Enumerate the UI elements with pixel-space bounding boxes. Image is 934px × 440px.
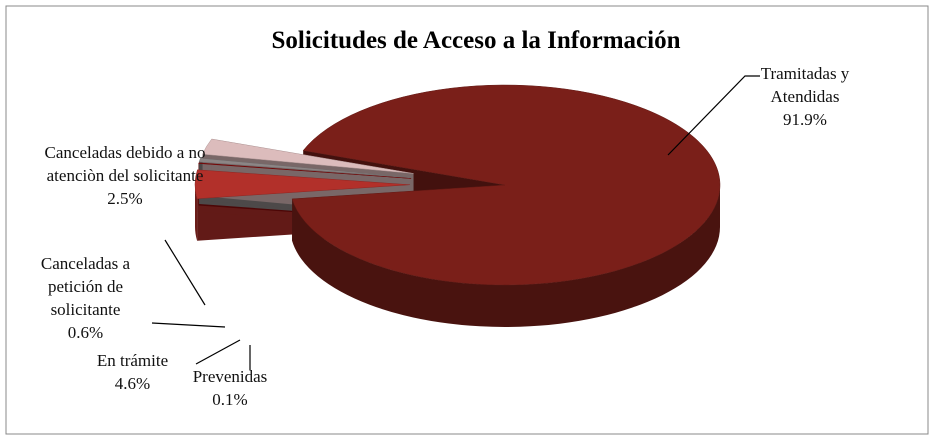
leader-line bbox=[667, 75, 760, 156]
label-name: Canceladas debido a no atenciòn del soli… bbox=[44, 143, 206, 185]
slice-side bbox=[195, 184, 198, 241]
label-name: Prevenidas bbox=[192, 367, 268, 386]
label-name: Tramitadas y Atendidas bbox=[760, 64, 850, 106]
leader-line bbox=[164, 239, 206, 306]
slice bbox=[291, 84, 721, 286]
label-value: 91.9% bbox=[783, 110, 827, 129]
pie bbox=[194, 84, 721, 327]
label-value: 4.6% bbox=[114, 374, 151, 393]
slice-label: Canceladas debido a no atenciòn del soli… bbox=[40, 141, 210, 210]
leader-line bbox=[195, 339, 241, 365]
label-name: En trámite bbox=[96, 351, 169, 370]
slice-side bbox=[292, 185, 720, 327]
slice bbox=[194, 169, 411, 199]
label-value: 0.6% bbox=[67, 323, 104, 342]
label-value: 0.1% bbox=[212, 390, 248, 409]
slice-label: Canceladas a petición de solicitante 0.6% bbox=[18, 252, 153, 344]
slice bbox=[198, 162, 412, 179]
chart-title: Solicitudes de Acceso a la Información bbox=[271, 27, 680, 54]
leaders bbox=[151, 75, 760, 370]
slice-label: En trámite 4.6% bbox=[85, 349, 180, 395]
label-value: 2.5% bbox=[107, 189, 143, 208]
slice-label: Prevenidas 0.1% bbox=[193, 365, 268, 411]
leader-line bbox=[151, 322, 226, 328]
label-name: Canceladas a petición de solicitante bbox=[40, 254, 131, 319]
slice bbox=[202, 138, 414, 174]
slice bbox=[198, 157, 412, 178]
slice-label: Tramitadas y Atendidas 91.9% bbox=[745, 62, 865, 131]
